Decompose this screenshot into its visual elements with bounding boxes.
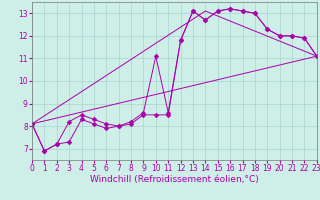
X-axis label: Windchill (Refroidissement éolien,°C): Windchill (Refroidissement éolien,°C) — [90, 175, 259, 184]
